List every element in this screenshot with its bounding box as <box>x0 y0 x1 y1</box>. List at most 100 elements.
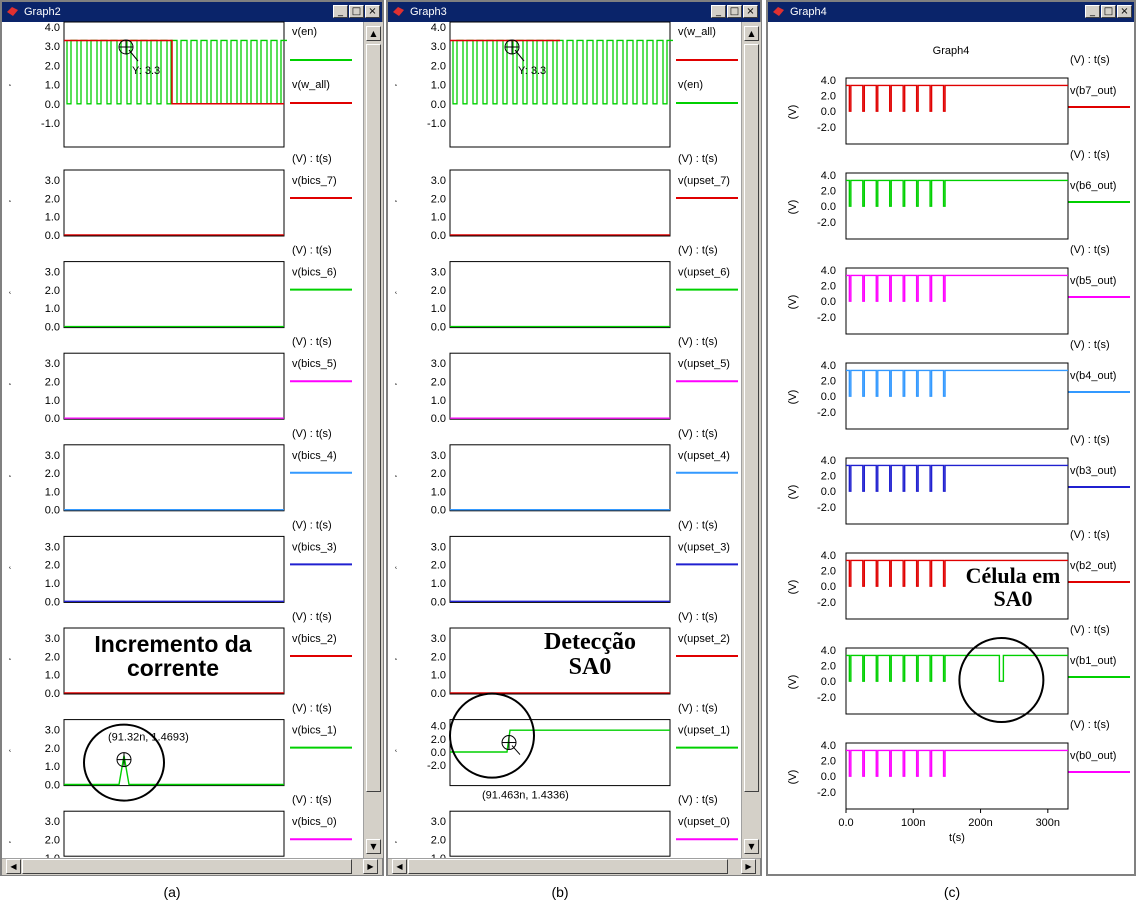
graph4-plot-area[interactable]: Graph4 (V) : t(s) v(b7_out) 4.0 2.0 0.0 -2.0 (V… <box>768 22 1134 874</box>
y-tick-label: 2.0 <box>45 835 60 847</box>
trace-label: v(b7_out) <box>1070 85 1116 97</box>
y-tick-label: 0.0 <box>45 322 60 334</box>
scroll-up-button[interactable]: ▲ <box>744 26 759 41</box>
close-button[interactable]: × <box>743 5 758 18</box>
y-tick-label: 3.0 <box>45 175 60 187</box>
h-scroll-thumb[interactable] <box>408 859 728 874</box>
panel-frame <box>845 457 1069 525</box>
h-scroll-thumb[interactable] <box>22 859 352 874</box>
y-tick-label: 3.0 <box>431 541 446 553</box>
minimize-button[interactable]: _ <box>711 5 726 18</box>
trace-label: v(upset_4) <box>678 450 730 462</box>
scroll-right-button[interactable]: ▶ <box>363 859 378 874</box>
scroll-left-button[interactable]: ◀ <box>6 859 21 874</box>
panel-frame <box>845 647 1069 715</box>
y-tick-label: -1.0 <box>41 118 60 130</box>
y-tick-label: 0.0 <box>821 106 836 118</box>
graph2-plot-area[interactable]: 4.0 3.0 2.0 1.0 0.0 -1.0 v(en) v(w_all) Y: 3.3 (V… <box>2 21 362 865</box>
edge-tick-mark: ˛ <box>9 558 12 568</box>
y-tick-label: 0.0 <box>45 413 60 425</box>
trace-label: v(upset_2) <box>678 633 730 645</box>
y-tick-label: 2.0 <box>821 566 836 578</box>
edge-tick-mark: ˛ <box>395 76 398 86</box>
y-tick-label: 0.0 <box>431 322 446 334</box>
edge-tick-mark: ˛ <box>395 375 398 385</box>
annotation-line-1: Célula em <box>965 563 1061 588</box>
scroll-thumb[interactable] <box>366 44 381 792</box>
edge-tick-mark: ˛ <box>9 284 12 294</box>
y-tick-label: -2.0 <box>817 407 836 419</box>
vertical-scrollbar[interactable]: ▲ ▼ <box>741 22 761 858</box>
axis-label: (V) : t(s) <box>678 519 718 531</box>
trace-label: v(b6_out) <box>1070 180 1116 192</box>
horizontal-scrollbar[interactable]: ◀ ▶ <box>388 858 760 875</box>
axis-label: (V) : t(s) <box>1070 719 1110 731</box>
maximize-button[interactable]: □ <box>1101 5 1116 18</box>
trace-vb3_out <box>846 464 1068 492</box>
y-tick-label: 0.0 <box>431 688 446 700</box>
trace-label-bottom: v(en) <box>678 79 703 91</box>
caption-b: (b) <box>551 884 569 900</box>
graph4-titlebar[interactable]: Graph4 _ □ × <box>768 2 1134 22</box>
edge-tick-mark: ˛ <box>9 467 12 477</box>
graph3-plot-area[interactable]: 4.0 3.0 2.0 1.0 0.0 -1.0 v(w_all) v(en) Y: 3.3 (V… <box>388 21 740 865</box>
panel-frame <box>449 352 671 420</box>
minimize-button[interactable]: _ <box>333 5 348 18</box>
axis-label: (V) : t(s) <box>678 245 718 257</box>
y-tick-label: 4.0 <box>821 455 836 467</box>
y-tick-label: 3.0 <box>431 267 446 279</box>
edge-tick-mark: ˛ <box>395 833 398 843</box>
edge-tick-mark: ˛ <box>395 467 398 477</box>
trace-vb7_out <box>846 84 1068 112</box>
horizontal-scrollbar[interactable]: ◀ ▶ <box>2 858 382 875</box>
axis-label: (V) : t(s) <box>1070 434 1110 446</box>
minimize-button[interactable]: _ <box>1085 5 1100 18</box>
trace-label: v(upset_1) <box>678 725 730 737</box>
point-readout: (91.32n, 1.4693) <box>108 732 189 744</box>
graph3-titlebar[interactable]: Graph3 _ □ × <box>388 2 760 22</box>
x-tick-label: 0.0 <box>838 817 853 829</box>
maximize-button[interactable]: □ <box>727 5 742 18</box>
vertical-scrollbar[interactable]: ▲ ▼ <box>363 22 383 858</box>
axis-label: (V) : t(s) <box>292 703 332 715</box>
y-tick-label: 2.0 <box>431 377 446 389</box>
highlight-circle <box>83 723 165 802</box>
panel-frame <box>845 267 1069 335</box>
x-tick-label: 200n <box>968 817 992 829</box>
y-axis-label: (V) <box>787 295 799 310</box>
trace-label: v(bics_0) <box>292 816 337 828</box>
y-tick-label: 0.0 <box>431 596 446 608</box>
y-tick-label: 1.0 <box>45 761 60 773</box>
scroll-down-button[interactable]: ▼ <box>366 839 381 854</box>
axis-label: (V) : t(s) <box>1070 339 1110 351</box>
annotation-current-increase: Incremento da corrente <box>64 632 282 680</box>
scroll-thumb[interactable] <box>744 44 759 792</box>
y-tick-label: 1.0 <box>45 303 60 315</box>
y-tick-label: 0.0 <box>45 99 60 111</box>
trace-vb1_out <box>846 654 1068 682</box>
scroll-right-button[interactable]: ▶ <box>741 859 756 874</box>
close-button[interactable]: × <box>1117 5 1132 18</box>
graph2-titlebar[interactable]: Graph2 _ □ × <box>2 2 382 22</box>
panel-frame <box>845 742 1069 810</box>
scroll-left-button[interactable]: ◀ <box>392 859 407 874</box>
y-tick-label: 4.0 <box>821 645 836 657</box>
trace-label: v(b4_out) <box>1070 370 1116 382</box>
y-tick-label: 0.0 <box>431 99 446 111</box>
axis-label: (V) : t(s) <box>678 794 718 806</box>
y-tick-label: 0.0 <box>821 486 836 498</box>
panel-frame <box>449 169 671 237</box>
trace-label: v(bics_5) <box>292 358 337 370</box>
close-button[interactable]: × <box>365 5 380 18</box>
panel-frame <box>845 77 1069 145</box>
axis-label: (V) : t(s) <box>292 794 332 806</box>
y-tick-label: 1.0 <box>431 670 446 682</box>
app-logo-icon <box>393 7 404 16</box>
trace-vb5_out <box>846 274 1068 302</box>
y-tick-label: 2.0 <box>431 285 446 297</box>
trace-vb0_out <box>846 749 1068 777</box>
scroll-up-button[interactable]: ▲ <box>366 26 381 41</box>
y-tick-label: 2.0 <box>45 743 60 755</box>
maximize-button[interactable]: □ <box>349 5 364 18</box>
scroll-down-button[interactable]: ▼ <box>744 839 759 854</box>
